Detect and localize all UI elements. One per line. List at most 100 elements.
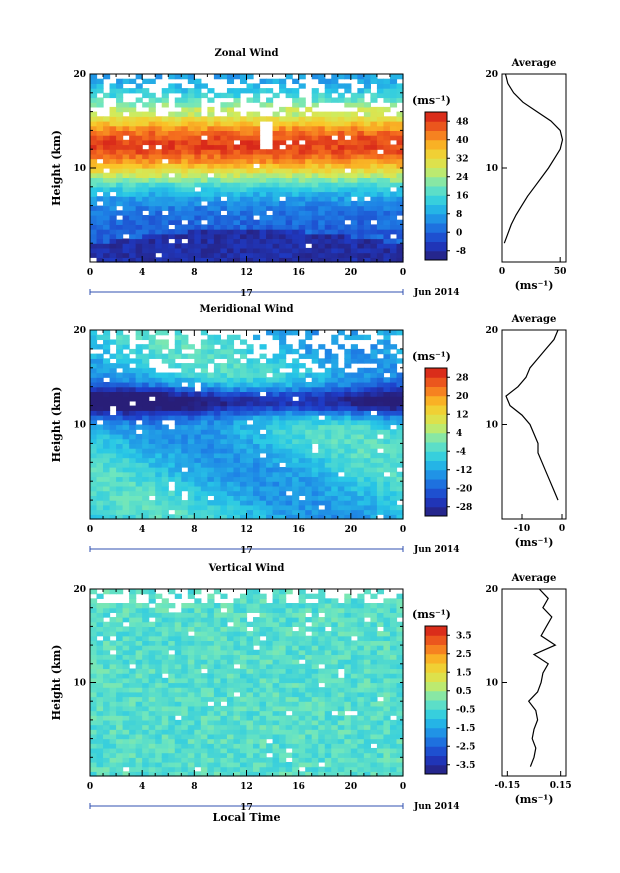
heatmap-cell xyxy=(383,83,391,89)
heatmap-cell xyxy=(148,635,156,642)
heatmap-cell xyxy=(116,92,124,99)
heatmap-cell xyxy=(298,733,306,740)
heatmap-cell xyxy=(246,415,254,421)
heatmap-cell xyxy=(213,495,222,501)
heatmap-cell xyxy=(305,481,313,487)
heatmap-cell xyxy=(168,659,176,665)
heatmap-cell xyxy=(357,191,365,197)
heatmap-cell xyxy=(181,200,189,207)
heatmap-cell xyxy=(233,92,241,99)
colorbar-segment xyxy=(425,176,447,187)
heatmap-cell xyxy=(122,481,130,487)
heatmap-cell xyxy=(298,504,306,511)
heatmap-cell xyxy=(272,139,280,146)
heatmap-cell xyxy=(344,358,352,364)
heatmap-cell xyxy=(213,635,222,642)
heatmap-cell xyxy=(226,724,235,730)
heatmap-cell xyxy=(233,247,241,254)
heatmap-cell xyxy=(129,687,137,693)
heatmap-cell xyxy=(370,419,378,426)
heatmap-cell xyxy=(207,130,215,136)
heatmap-cell xyxy=(272,386,280,393)
heatmap-cell xyxy=(272,400,280,407)
heatmap-cell xyxy=(103,757,111,763)
heatmap-cell xyxy=(331,177,339,183)
colorbar-segment xyxy=(425,497,447,508)
heatmap-cell xyxy=(396,410,404,416)
heatmap-cell xyxy=(344,130,352,136)
heatmap-cell xyxy=(305,729,313,735)
heatmap-cell xyxy=(103,200,111,207)
heatmap-cell xyxy=(109,626,117,632)
heatmap-cell xyxy=(142,243,150,249)
heatmap-cell xyxy=(266,410,274,416)
heatmap-cell xyxy=(148,121,156,127)
heatmap-cell xyxy=(207,88,215,94)
heatmap-cell xyxy=(109,153,117,160)
heatmap-cell xyxy=(383,485,391,492)
heatmap-cell xyxy=(135,761,143,768)
heatmap-cell xyxy=(187,139,195,146)
heatmap-cell xyxy=(142,715,150,721)
heatmap-cell xyxy=(226,215,235,221)
heatmap-cell xyxy=(142,334,150,341)
heatmap-cell xyxy=(96,471,104,478)
heatmap-cell xyxy=(168,452,176,459)
heatmap-cell xyxy=(298,257,306,263)
heatmap-cell xyxy=(174,705,182,712)
heatmap-cell xyxy=(220,191,228,197)
colorbar-segment xyxy=(425,506,447,517)
heatmap-cell xyxy=(226,729,235,735)
heatmap-cell xyxy=(396,229,404,235)
heatmap-cell xyxy=(135,168,143,174)
heatmap-cell xyxy=(318,645,326,651)
heatmap-cell xyxy=(266,381,274,388)
heatmap-cell xyxy=(350,92,358,99)
heatmap-cell xyxy=(200,733,208,740)
heatmap-cell xyxy=(357,419,365,426)
heatmap-cell xyxy=(337,130,345,136)
heatmap-cell xyxy=(90,607,98,613)
heatmap-cell xyxy=(259,771,267,777)
heatmap-cell xyxy=(213,631,222,637)
heatmap-cell xyxy=(292,125,300,131)
heatmap-cell xyxy=(259,163,267,169)
heatmap-cell xyxy=(174,645,182,651)
heatmap-cell xyxy=(200,381,208,388)
heatmap-cell xyxy=(344,139,352,146)
heatmap-cell xyxy=(161,377,169,383)
heatmap-cell xyxy=(174,654,182,660)
heatmap-cell xyxy=(213,219,222,225)
heatmap-cell xyxy=(324,433,332,440)
heatmap-cell xyxy=(226,438,235,444)
heatmap-cell xyxy=(174,621,182,627)
heatmap-cell xyxy=(233,400,241,407)
heatmap-cell xyxy=(389,452,398,459)
heatmap-cell xyxy=(318,452,326,459)
heatmap-cell xyxy=(220,177,228,183)
heatmap-cell xyxy=(122,106,130,113)
heatmap-cell xyxy=(161,617,169,623)
heatmap-cell xyxy=(174,381,182,388)
heatmap-cell xyxy=(253,471,261,478)
heatmap-cell xyxy=(168,603,176,609)
heatmap-cell xyxy=(285,330,293,336)
heatmap-cell xyxy=(168,724,176,730)
heatmap-cell xyxy=(305,396,313,402)
heatmap-cell xyxy=(174,485,182,492)
heatmap-cell xyxy=(174,673,182,679)
heatmap-cell xyxy=(200,476,208,482)
heatmap-cell xyxy=(168,467,176,473)
heatmap-cell xyxy=(90,334,98,341)
heatmap-cell xyxy=(122,243,130,249)
heatmap-cell xyxy=(337,229,345,235)
heatmap-cell xyxy=(350,116,358,122)
heatmap-cell xyxy=(122,158,130,164)
heatmap-cell xyxy=(357,163,365,169)
heatmap-cell xyxy=(331,168,339,174)
heatmap-cell xyxy=(239,467,248,473)
heatmap-cell xyxy=(272,668,280,674)
heatmap-cell xyxy=(331,509,339,515)
heatmap-cell xyxy=(233,415,241,421)
heatmap-cell xyxy=(103,433,111,440)
